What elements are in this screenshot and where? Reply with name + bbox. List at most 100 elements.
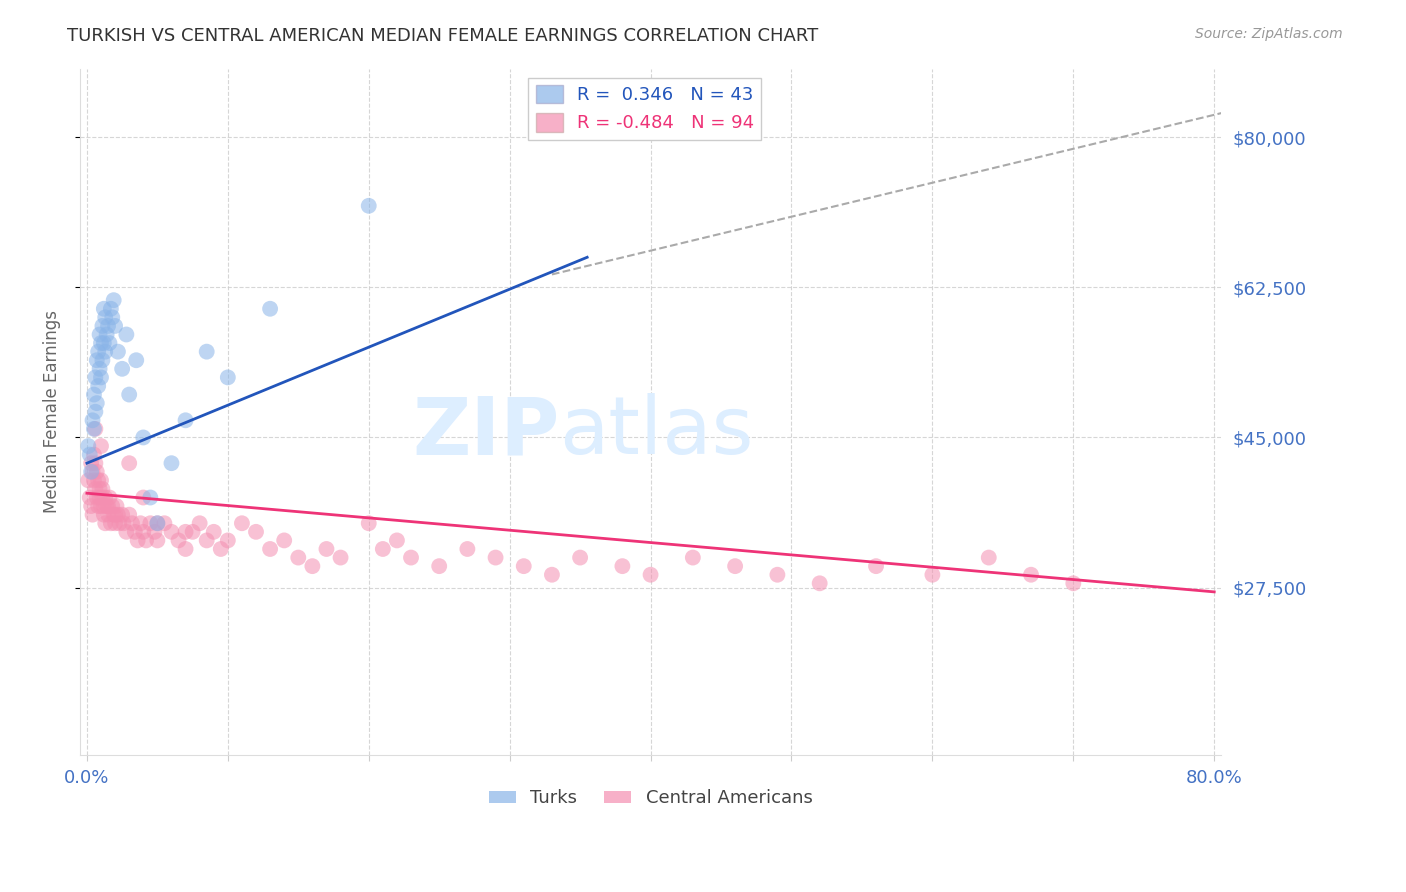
Point xyxy=(90,499,112,513)
Point xyxy=(101,310,124,325)
Point xyxy=(94,516,117,531)
Point xyxy=(195,344,218,359)
Point xyxy=(90,439,112,453)
Point xyxy=(97,499,120,513)
Point xyxy=(93,301,115,316)
Point xyxy=(174,413,197,427)
Point xyxy=(112,516,135,531)
Point xyxy=(127,533,149,548)
Point xyxy=(724,559,747,574)
Point xyxy=(217,533,239,548)
Point xyxy=(82,413,104,427)
Point xyxy=(357,199,380,213)
Point xyxy=(146,516,169,531)
Point xyxy=(217,370,239,384)
Point xyxy=(259,301,281,316)
Point xyxy=(569,550,592,565)
Point xyxy=(118,508,141,522)
Point xyxy=(371,541,394,556)
Point xyxy=(82,508,104,522)
Point xyxy=(766,567,789,582)
Point xyxy=(273,533,295,548)
Point xyxy=(513,559,536,574)
Text: ZIP: ZIP xyxy=(412,393,560,471)
Point xyxy=(188,516,211,531)
Point xyxy=(84,370,107,384)
Point xyxy=(83,448,105,462)
Point xyxy=(132,491,155,505)
Point xyxy=(612,559,634,574)
Text: Source: ZipAtlas.com: Source: ZipAtlas.com xyxy=(1195,27,1343,41)
Text: atlas: atlas xyxy=(560,393,754,471)
Point xyxy=(79,491,101,505)
Point xyxy=(96,499,118,513)
Point xyxy=(456,541,478,556)
Point xyxy=(87,379,110,393)
Point xyxy=(89,361,111,376)
Point xyxy=(90,370,112,384)
Point xyxy=(1019,567,1042,582)
Point xyxy=(139,491,162,505)
Point xyxy=(427,559,450,574)
Point xyxy=(87,344,110,359)
Point xyxy=(174,524,197,539)
Point xyxy=(91,482,114,496)
Point xyxy=(865,559,887,574)
Point xyxy=(121,516,143,531)
Point xyxy=(259,541,281,556)
Point xyxy=(181,524,204,539)
Point xyxy=(146,533,169,548)
Point xyxy=(167,533,190,548)
Point xyxy=(231,516,253,531)
Point xyxy=(83,387,105,401)
Text: TURKISH VS CENTRAL AMERICAN MEDIAN FEMALE EARNINGS CORRELATION CHART: TURKISH VS CENTRAL AMERICAN MEDIAN FEMAL… xyxy=(67,27,818,45)
Point xyxy=(84,422,107,436)
Point xyxy=(86,353,108,368)
Point xyxy=(94,491,117,505)
Point xyxy=(108,516,131,531)
Point xyxy=(104,318,127,333)
Point xyxy=(111,361,134,376)
Point xyxy=(97,318,120,333)
Point xyxy=(84,405,107,419)
Point xyxy=(209,541,232,556)
Point xyxy=(329,550,352,565)
Point xyxy=(202,524,225,539)
Point xyxy=(89,491,111,505)
Point xyxy=(93,499,115,513)
Point xyxy=(77,474,100,488)
Point xyxy=(93,508,115,522)
Point xyxy=(132,524,155,539)
Point xyxy=(86,465,108,479)
Point xyxy=(82,465,104,479)
Y-axis label: Median Female Earnings: Median Female Earnings xyxy=(44,310,60,513)
Point xyxy=(921,567,943,582)
Point xyxy=(91,318,114,333)
Point xyxy=(153,516,176,531)
Point xyxy=(105,499,128,513)
Point xyxy=(89,482,111,496)
Point xyxy=(1062,576,1084,591)
Point xyxy=(93,336,115,351)
Point xyxy=(118,456,141,470)
Point xyxy=(104,516,127,531)
Point xyxy=(115,327,138,342)
Point xyxy=(80,499,103,513)
Point xyxy=(97,508,120,522)
Point xyxy=(118,387,141,401)
Point xyxy=(87,474,110,488)
Point xyxy=(98,491,121,505)
Point xyxy=(104,508,127,522)
Point xyxy=(357,516,380,531)
Point xyxy=(132,430,155,444)
Point xyxy=(129,516,152,531)
Point xyxy=(125,353,148,368)
Point xyxy=(160,456,183,470)
Legend: Turks, Central Americans: Turks, Central Americans xyxy=(481,782,820,814)
Point xyxy=(107,508,129,522)
Point xyxy=(103,508,125,522)
Point xyxy=(977,550,1000,565)
Point xyxy=(115,524,138,539)
Point xyxy=(83,474,105,488)
Point xyxy=(301,559,323,574)
